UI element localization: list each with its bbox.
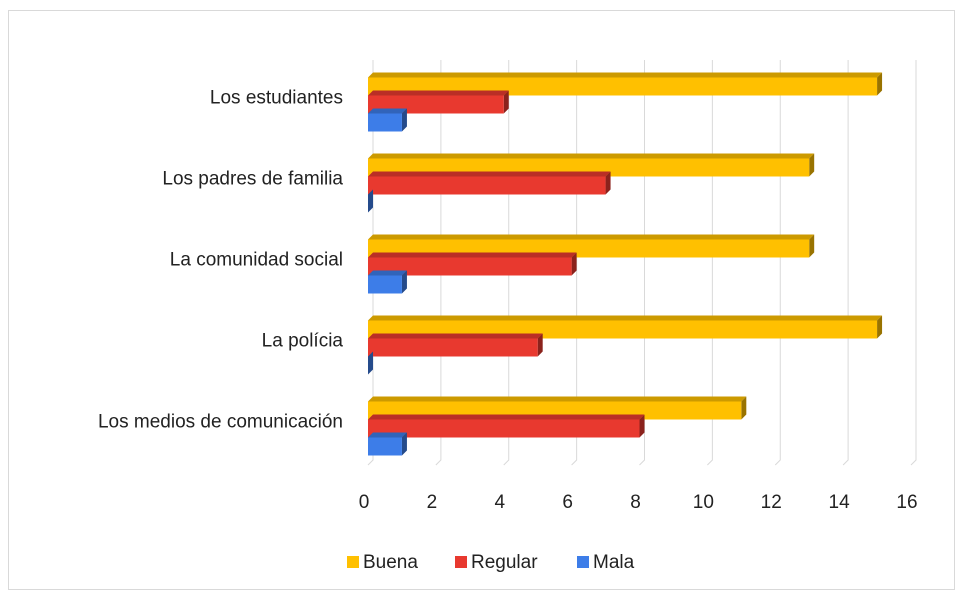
x-tick-label: 6 [562, 492, 573, 513]
bar-top [368, 108, 407, 114]
legend-swatch [577, 556, 589, 568]
y-tick-label: La comunidad social [170, 250, 343, 271]
y-tick-label: La polícia [262, 331, 344, 352]
x-tick-label: 8 [630, 492, 641, 513]
bar-side [809, 234, 815, 258]
bar-front [368, 257, 572, 276]
x-tick-label: 16 [896, 492, 917, 513]
bar-top [368, 252, 577, 258]
grid-line [842, 60, 849, 466]
bar-front [368, 338, 538, 357]
bar-front [368, 437, 402, 456]
bar-top [368, 234, 815, 240]
bar-side [877, 315, 883, 339]
bar-front [368, 113, 402, 132]
bar-front [368, 419, 640, 438]
bar [368, 252, 577, 276]
grid-line [774, 60, 781, 466]
bar-top [368, 432, 407, 438]
bar-side [368, 189, 373, 213]
y-tick-label: Los estudiantes [210, 88, 343, 109]
bar-top [368, 72, 883, 78]
y-tick-label: Los padres de familia [162, 169, 343, 190]
bar-top [368, 315, 883, 321]
bar-front [368, 176, 606, 195]
bar-side [809, 153, 815, 177]
grid-line [707, 60, 713, 466]
bar [368, 414, 645, 438]
bar-top [368, 153, 815, 159]
grid-line [639, 60, 645, 466]
x-tick-label: 4 [494, 492, 505, 513]
bar-side [877, 72, 883, 96]
bar-front [368, 275, 402, 294]
bar-side [401, 108, 407, 132]
x-tick-label: 2 [427, 492, 438, 513]
bar [368, 333, 543, 357]
bar-side [503, 90, 509, 114]
bar [368, 270, 407, 294]
bar-side [741, 396, 747, 420]
bar-top [368, 333, 543, 339]
bar [368, 189, 373, 213]
bar-top [368, 171, 611, 177]
bar-side [537, 333, 543, 357]
legend-label: Buena [363, 552, 418, 573]
bar-top [368, 270, 407, 276]
bar-side [571, 252, 577, 276]
x-tick-label: 12 [761, 492, 782, 513]
legend-swatch [347, 556, 359, 568]
bar-top [368, 396, 747, 402]
bar-top [368, 414, 645, 420]
bar-side [605, 171, 611, 195]
legend-label: Mala [593, 552, 635, 573]
legend-label: Regular [471, 552, 538, 573]
bar-top [368, 90, 509, 96]
x-tick-label: 14 [829, 492, 851, 513]
x-tick-label: 10 [693, 492, 714, 513]
bar-side [401, 432, 407, 456]
bar-side [368, 351, 373, 375]
bar [368, 171, 611, 195]
bar [368, 108, 407, 132]
x-tick-label: 0 [359, 492, 370, 513]
legend-swatch [455, 556, 467, 568]
grid-line [910, 60, 917, 466]
y-tick-label: Los medios de comunicación [98, 412, 343, 433]
bar-side [639, 414, 645, 438]
bar-side [401, 270, 407, 294]
bar [368, 432, 407, 456]
bar [368, 351, 373, 375]
